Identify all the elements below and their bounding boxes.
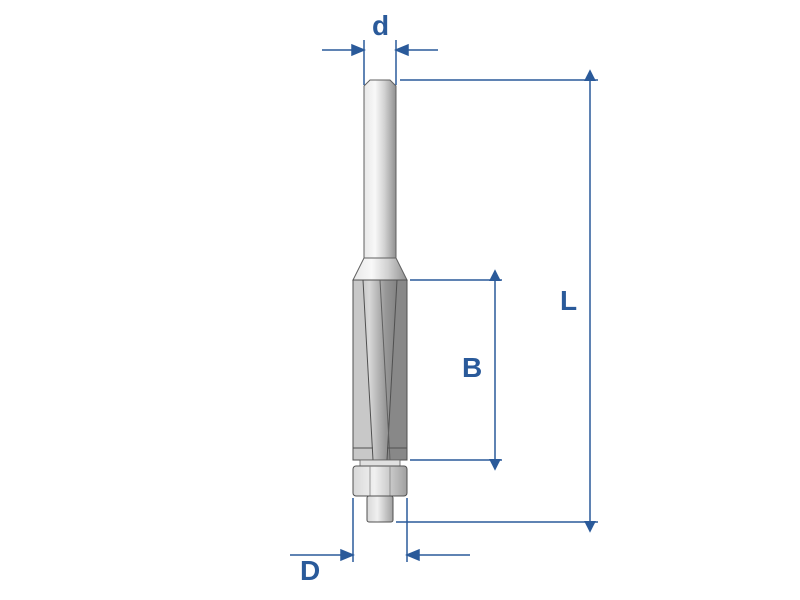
label-d: d xyxy=(372,10,389,42)
bearing xyxy=(353,460,407,522)
shank-transition xyxy=(353,258,407,280)
dimensions xyxy=(290,40,598,562)
label-D: D xyxy=(300,555,320,587)
cutter-body xyxy=(353,280,407,460)
label-L: L xyxy=(560,285,577,317)
technical-drawing-canvas xyxy=(0,0,800,600)
dim-B xyxy=(410,280,502,460)
label-B: B xyxy=(462,352,482,384)
shank xyxy=(364,80,396,258)
dim-d xyxy=(322,40,438,85)
router-bit xyxy=(353,80,407,522)
